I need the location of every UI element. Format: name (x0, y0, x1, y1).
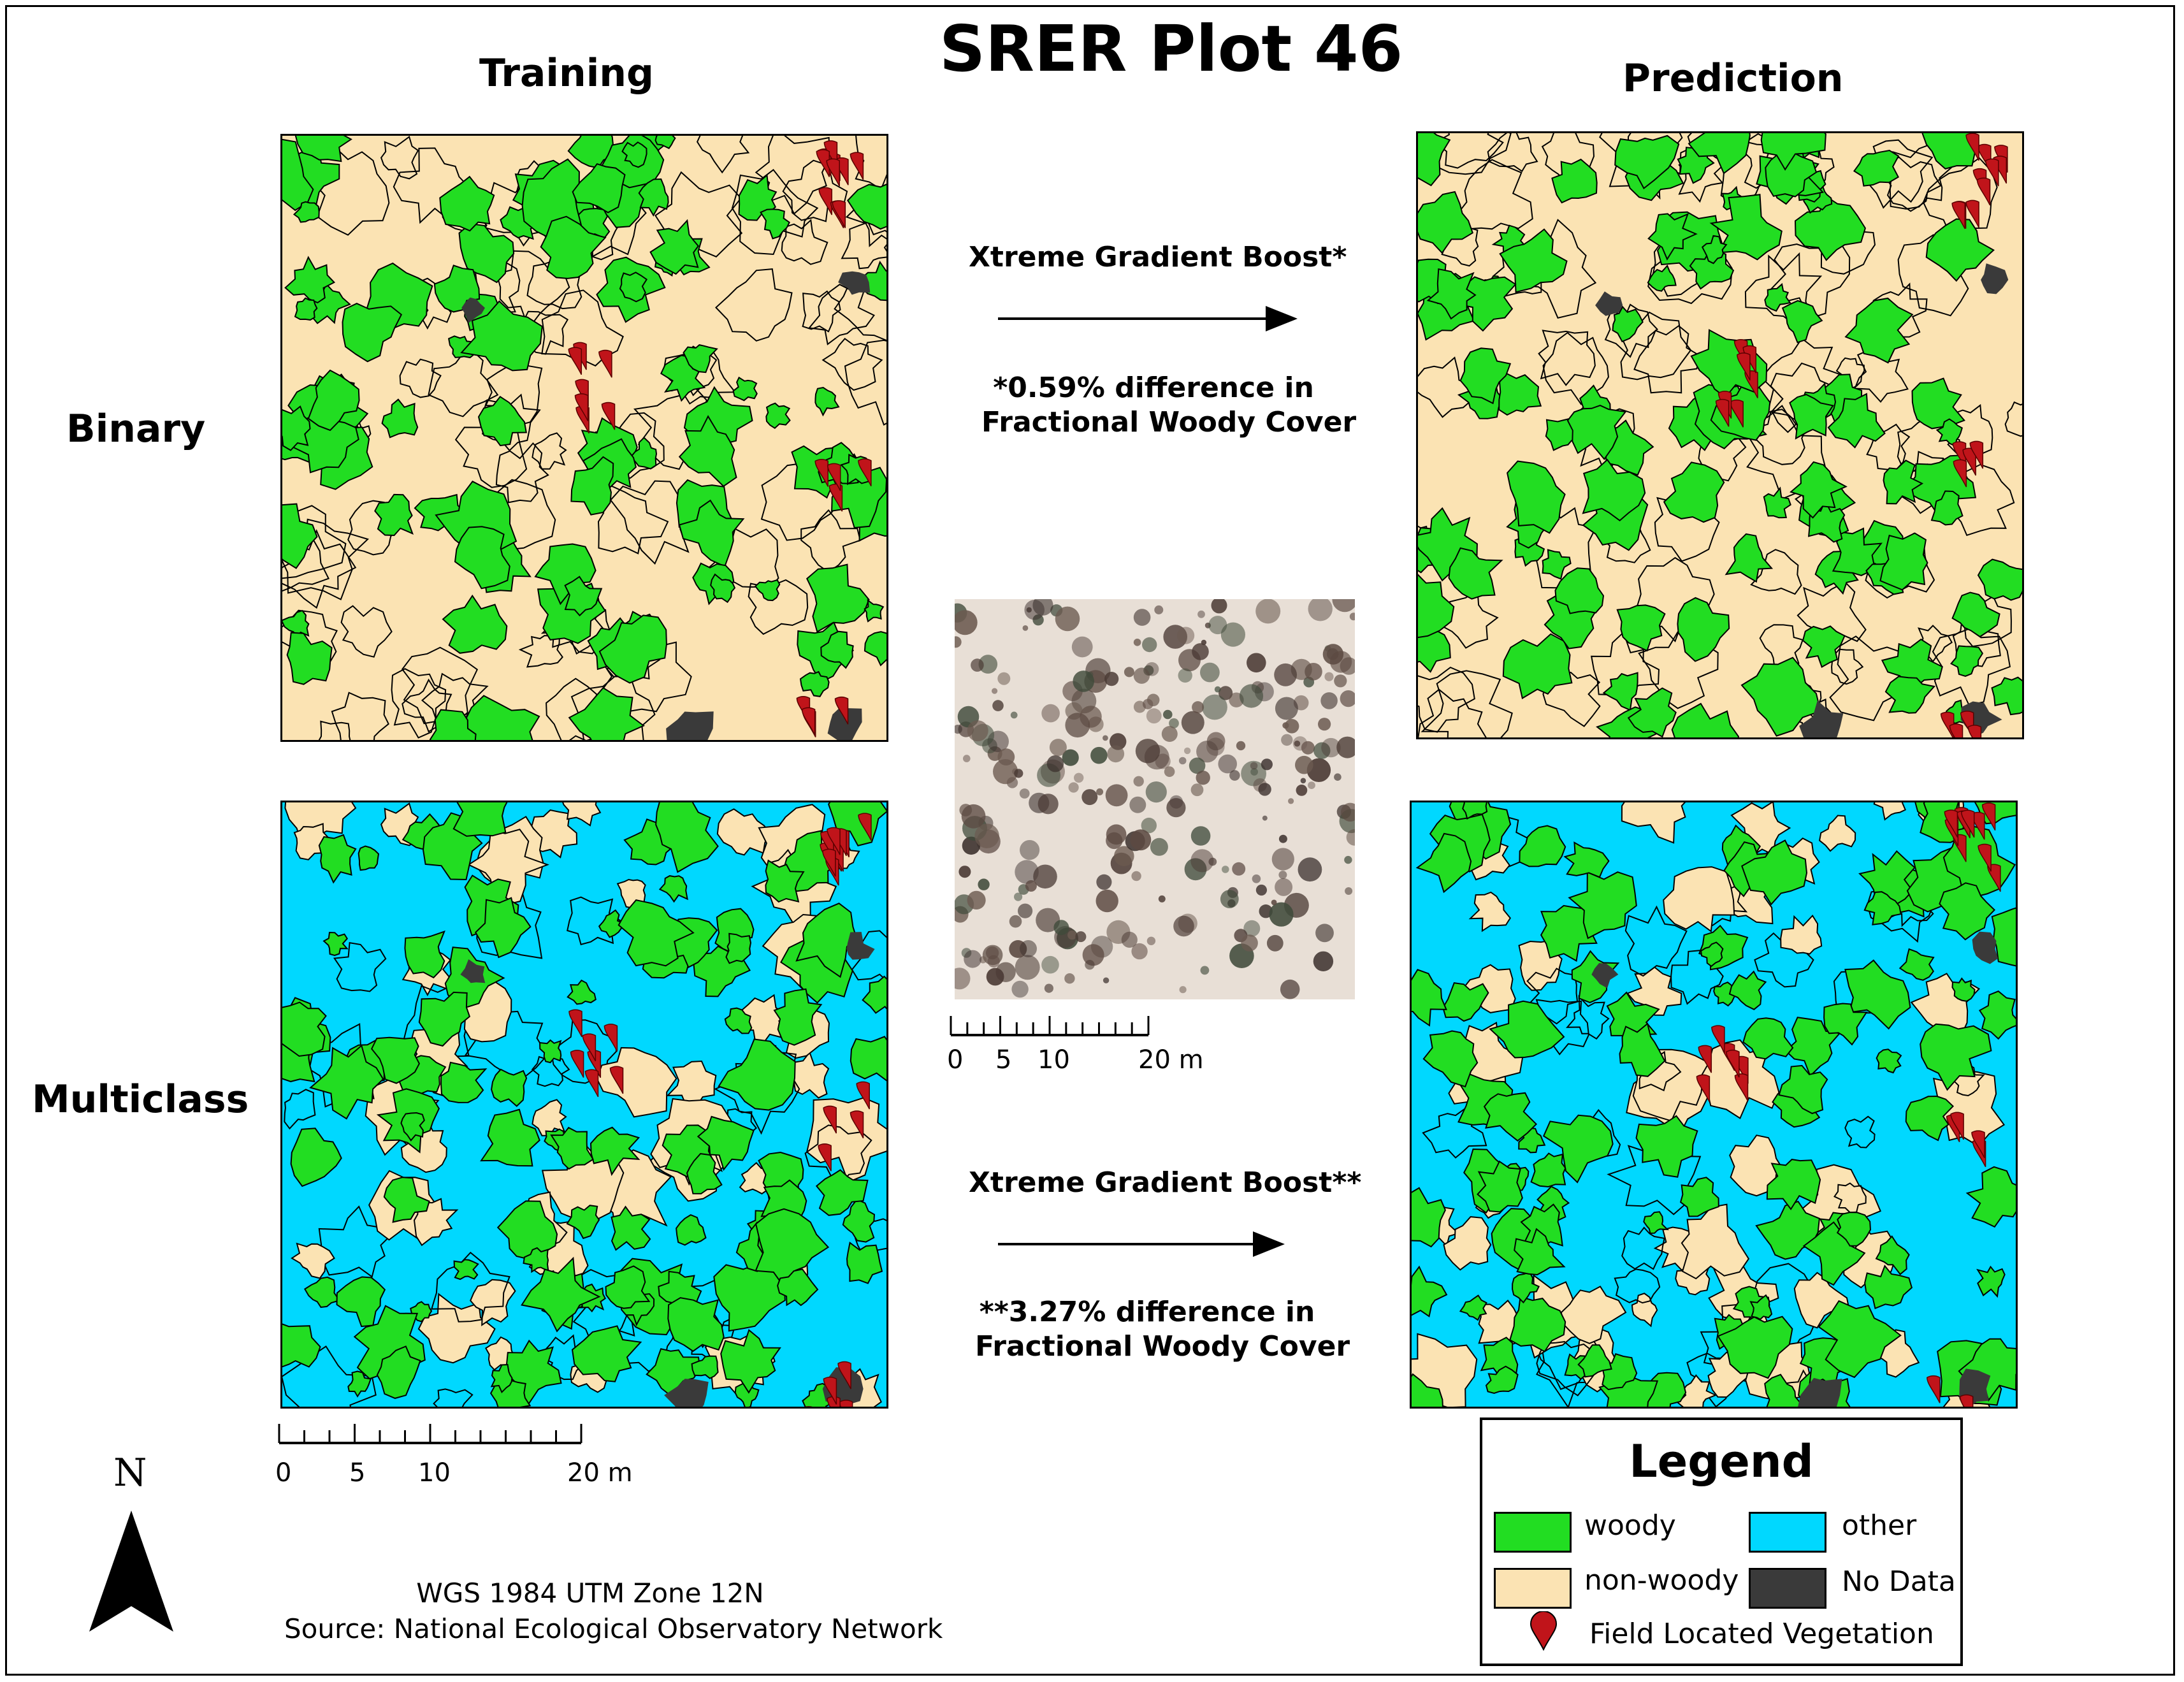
multiclass-difference-line1: **3.27% difference in (979, 1296, 1315, 1328)
aerial-photo (955, 599, 1355, 999)
map-canvas (1418, 133, 2022, 737)
multiclass-method-label: Xtreme Gradient Boost** (969, 1166, 1362, 1199)
legend-label-woody: woody (1584, 1509, 1676, 1542)
map-scale-20: 20 m (567, 1458, 633, 1488)
map-scalebar (278, 1424, 582, 1444)
binary-arrow-icon (998, 306, 1298, 331)
source-text: Source: National Ecological Observatory … (284, 1613, 943, 1644)
map-binary-training (280, 134, 888, 742)
legend-label-non-woody: non-woody (1584, 1564, 1739, 1597)
photo-scale-0: 0 (947, 1045, 964, 1075)
projection-text: WGS 1984 UTM Zone 12N (416, 1577, 764, 1609)
map-canvas (282, 802, 886, 1407)
legend-title: Legend (1629, 1435, 1814, 1488)
map-binary-prediction (1416, 131, 2024, 739)
multiclass-arrow-icon (998, 1231, 1285, 1257)
legend-marker-icon (1530, 1611, 1558, 1651)
column-title-training: Training (479, 51, 654, 96)
figure-frame (5, 5, 2175, 1676)
photo-scalebar (950, 1016, 1150, 1036)
legend-swatch-other (1749, 1512, 1826, 1553)
binary-difference-text: *0.59% difference in Fractional Woody Co… (981, 371, 1357, 440)
map-credits: WGS 1984 UTM Zone 12N Source: National E… (284, 1576, 943, 1647)
legend-label-other: other (1842, 1509, 1917, 1542)
legend-swatch-non-woody (1494, 1568, 1572, 1609)
map-multiclass-prediction (1410, 801, 2018, 1409)
binary-method-label: Xtreme Gradient Boost* (969, 241, 1347, 273)
aerial-canvas (955, 599, 1355, 999)
row-title-multiclass: Multiclass (32, 1077, 249, 1122)
photo-scale-10: 10 (1038, 1045, 1070, 1075)
map-scale-10: 10 (418, 1458, 451, 1488)
multiclass-difference-text: **3.27% difference in Fractional Woody C… (975, 1295, 1350, 1364)
column-title-prediction: Prediction (1623, 56, 1844, 101)
map-canvas (1412, 802, 2016, 1407)
figure-title: SRER Plot 46 (939, 11, 1403, 86)
legend-swatch-woody (1494, 1512, 1572, 1553)
photo-scale-20: 20 m (1138, 1045, 1204, 1075)
legend-label-field-vegetation: Field Located Vegetation (1589, 1618, 1934, 1650)
binary-difference-line2: Fractional Woody Cover (981, 406, 1357, 439)
legend: Legend woody other non-woody No Data Fie… (1480, 1417, 1963, 1666)
north-label: N (113, 1451, 147, 1495)
row-title-binary: Binary (66, 407, 206, 451)
map-canvas (282, 136, 886, 740)
map-multiclass-training (280, 801, 888, 1409)
multiclass-difference-line2: Fractional Woody Cover (975, 1330, 1350, 1363)
legend-label-no-data: No Data (1842, 1565, 1956, 1598)
north-arrow-icon (89, 1511, 173, 1632)
binary-difference-line1: *0.59% difference in (993, 372, 1314, 404)
map-scale-5: 5 (349, 1458, 366, 1488)
legend-swatch-no-data (1749, 1568, 1826, 1609)
map-scale-0: 0 (275, 1458, 292, 1488)
photo-scale-5: 5 (995, 1045, 1012, 1075)
